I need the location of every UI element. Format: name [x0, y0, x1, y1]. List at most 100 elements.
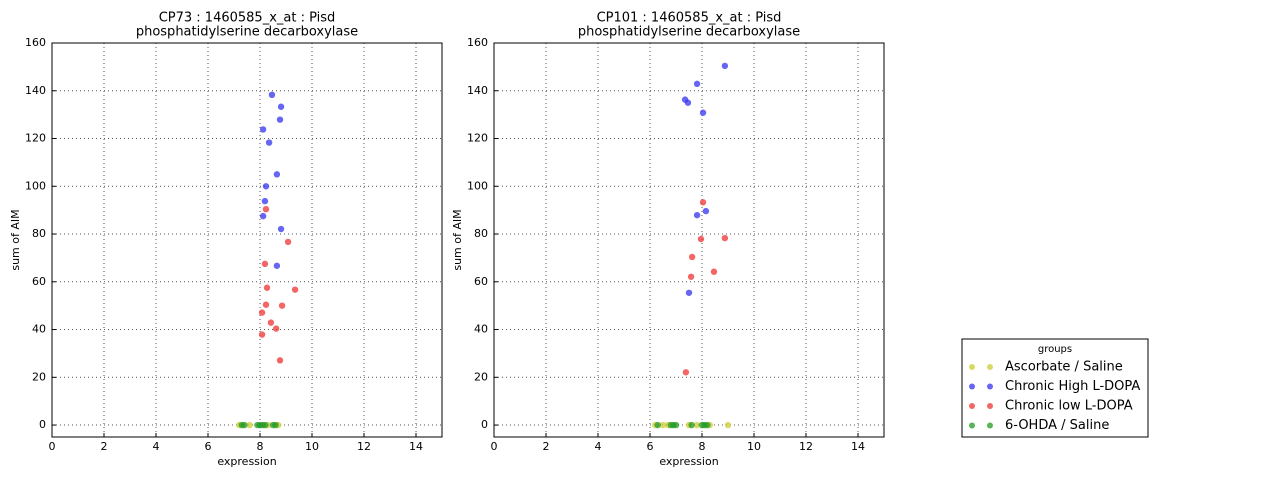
y-tick-label: 140 — [25, 84, 46, 97]
point — [697, 235, 705, 243]
x-tick-label: 0 — [491, 440, 498, 453]
x-tick-label: 10 — [747, 440, 761, 453]
point — [258, 309, 266, 316]
point — [259, 212, 267, 220]
point — [724, 421, 732, 429]
point — [721, 62, 729, 70]
legend-marker — [969, 422, 975, 429]
y-tick-label: 40 — [32, 323, 46, 336]
legend-marker — [987, 383, 993, 390]
point — [267, 319, 275, 326]
legend-marker — [969, 383, 975, 390]
legend-marker — [987, 403, 993, 409]
x-tick-label: 2 — [101, 440, 108, 453]
y-tick-label: 20 — [474, 370, 488, 383]
y-tick-label: 60 — [32, 275, 46, 288]
point — [291, 286, 299, 293]
y-tick-label: 60 — [474, 275, 488, 288]
legend: groups Ascorbate / Saline Chronic High L-D… — [961, 338, 1149, 438]
legend-marker — [969, 364, 975, 370]
legend-marker — [987, 364, 993, 370]
point — [272, 421, 279, 429]
x-tick-label: 6 — [205, 440, 212, 453]
point — [276, 357, 284, 364]
point — [259, 126, 267, 133]
x-tick-label: 2 — [543, 440, 550, 453]
point — [654, 421, 661, 429]
point — [268, 91, 276, 99]
point — [276, 116, 284, 123]
y-tick-label: 120 — [467, 132, 488, 145]
y-axis-label: sum of AIM — [451, 209, 464, 270]
point — [687, 273, 695, 280]
x-axis-label: expression — [217, 455, 276, 468]
y-axis-label: sum of AIM — [9, 209, 22, 270]
y-tick-label: 100 — [25, 179, 46, 192]
point — [682, 369, 690, 376]
point — [721, 234, 729, 242]
chart-subtitle: phosphatidylserine decarboxylase — [136, 25, 358, 40]
point — [265, 139, 273, 146]
point — [688, 253, 696, 261]
plot-frame — [51, 42, 443, 438]
point — [693, 421, 700, 429]
point — [246, 421, 253, 429]
point — [704, 421, 711, 429]
point — [262, 183, 270, 190]
y-tick-label: 160 — [25, 36, 46, 49]
y-tick-label: 100 — [467, 179, 488, 192]
point — [273, 171, 281, 178]
point — [699, 109, 707, 116]
point — [261, 197, 269, 205]
point — [262, 301, 270, 308]
x-tick-label: 10 — [305, 440, 319, 453]
chart-title: CP101 : 1460585_x_at : Pisd — [597, 11, 782, 26]
x-tick-label: 12 — [799, 440, 813, 453]
x-axis-label: expression — [659, 455, 718, 468]
x-tick-label: 6 — [647, 440, 654, 453]
point — [710, 268, 718, 275]
point — [272, 325, 280, 332]
x-tick-label: 0 — [49, 440, 56, 453]
point — [241, 421, 248, 429]
legend-title: groups — [1038, 344, 1072, 355]
legend-marker — [969, 403, 975, 409]
legend-label: Ascorbate / Saline — [1005, 360, 1123, 375]
x-tick-label: 4 — [595, 440, 602, 453]
x-tick-label: 14 — [851, 440, 865, 453]
y-tick-label: 40 — [474, 323, 488, 336]
plot-frame — [493, 42, 885, 438]
x-tick-label: 14 — [409, 440, 423, 453]
y-tick-label: 120 — [25, 132, 46, 145]
point — [699, 199, 707, 206]
point — [672, 421, 680, 429]
chart-title: CP73 : 1460585_x_at : Pisd — [159, 11, 336, 26]
x-tick-label: 8 — [257, 440, 264, 453]
point — [685, 289, 693, 296]
legend-box — [961, 338, 1149, 438]
point — [688, 421, 695, 429]
point — [693, 211, 701, 219]
point — [262, 421, 269, 429]
point — [684, 99, 692, 106]
legend-label: Chronic low L-DOPA — [1005, 399, 1133, 414]
x-tick-label: 12 — [357, 440, 371, 453]
point — [702, 207, 710, 215]
legend-marker — [987, 422, 993, 429]
point — [262, 205, 270, 213]
legend-label: 6-OHDA / Saline — [1005, 418, 1109, 433]
x-tick-label: 8 — [699, 440, 706, 453]
point — [277, 103, 285, 110]
point — [273, 262, 281, 269]
y-tick-label: 80 — [32, 227, 46, 240]
point — [277, 225, 285, 233]
y-tick-label: 0 — [481, 418, 488, 431]
chart-subtitle: phosphatidylserine decarboxylase — [578, 25, 800, 40]
point — [258, 331, 266, 338]
y-tick-label: 0 — [39, 418, 46, 431]
point — [284, 238, 292, 246]
point — [659, 421, 667, 429]
point — [278, 302, 286, 309]
point — [263, 284, 271, 291]
